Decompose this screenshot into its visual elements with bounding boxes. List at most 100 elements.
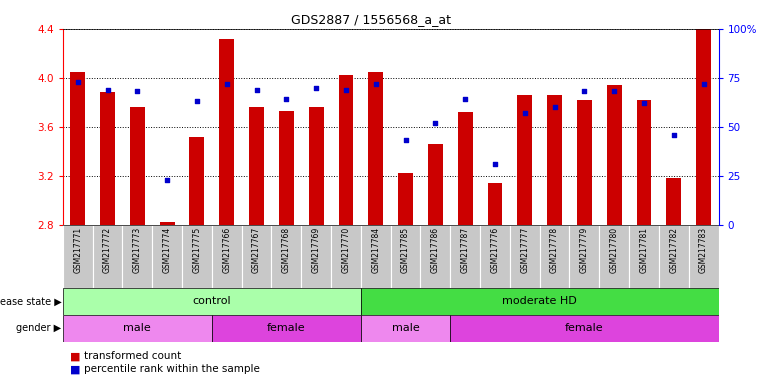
Bar	[577, 100, 592, 225]
Bar	[301, 225, 331, 288]
Point	[459, 96, 471, 103]
Bar	[63, 315, 212, 342]
Bar	[361, 315, 450, 342]
Text: gender ▶: gender ▶	[16, 323, 61, 333]
Point	[399, 137, 411, 144]
Text: male: male	[391, 323, 420, 333]
Text: GSM217767: GSM217767	[252, 227, 261, 273]
Bar	[607, 85, 622, 225]
Text: GSM217786: GSM217786	[430, 227, 440, 273]
Bar	[279, 111, 294, 225]
Point	[698, 81, 710, 87]
Bar	[63, 288, 361, 315]
Bar	[212, 225, 241, 288]
Bar	[130, 107, 145, 225]
Bar	[547, 95, 562, 225]
Text: GSM217777: GSM217777	[520, 227, 529, 273]
Text: GSM217778: GSM217778	[550, 227, 559, 273]
Text: disease state ▶: disease state ▶	[0, 296, 61, 306]
Bar	[361, 225, 391, 288]
Point	[280, 96, 293, 103]
Bar	[70, 72, 85, 225]
Bar	[271, 225, 301, 288]
Text: GSM217772: GSM217772	[103, 227, 112, 273]
Point	[310, 84, 322, 91]
Text: female: female	[565, 323, 604, 333]
Bar	[123, 225, 152, 288]
Point	[101, 86, 113, 93]
Bar	[368, 72, 383, 225]
Bar	[629, 225, 659, 288]
Text: GSM217784: GSM217784	[372, 227, 380, 273]
Text: GSM217768: GSM217768	[282, 227, 291, 273]
Bar	[659, 225, 689, 288]
Text: male: male	[123, 323, 151, 333]
Bar	[63, 225, 93, 288]
Point	[131, 88, 143, 94]
Bar	[480, 225, 510, 288]
Bar	[540, 225, 569, 288]
Text: GSM217782: GSM217782	[669, 227, 679, 273]
Text: GSM217770: GSM217770	[342, 227, 351, 273]
Point	[519, 110, 531, 116]
Bar	[219, 39, 234, 225]
Point	[429, 120, 441, 126]
Text: female: female	[267, 323, 306, 333]
Text: GSM217766: GSM217766	[222, 227, 231, 273]
Point	[489, 161, 501, 167]
Text: ■: ■	[70, 364, 81, 374]
Bar	[100, 93, 115, 225]
Text: GSM217771: GSM217771	[74, 227, 82, 273]
Bar	[666, 178, 681, 225]
Bar	[517, 95, 532, 225]
Text: GSM217781: GSM217781	[640, 227, 649, 273]
Text: percentile rank within the sample: percentile rank within the sample	[84, 364, 260, 374]
Text: GSM217775: GSM217775	[192, 227, 201, 273]
Point	[608, 88, 620, 94]
Point	[668, 131, 680, 137]
Bar	[421, 225, 450, 288]
Point	[548, 104, 561, 110]
Text: control: control	[192, 296, 231, 306]
Text: moderate HD: moderate HD	[502, 296, 577, 306]
Bar	[689, 225, 719, 288]
Text: GSM217779: GSM217779	[580, 227, 589, 273]
Point	[71, 79, 83, 85]
Point	[638, 100, 650, 106]
Bar	[599, 225, 629, 288]
Point	[221, 81, 233, 87]
Bar	[487, 183, 502, 225]
Bar	[189, 137, 205, 225]
Bar	[450, 225, 480, 288]
Bar	[339, 75, 353, 225]
Text: GSM217785: GSM217785	[401, 227, 410, 273]
Point	[191, 98, 203, 104]
Bar	[450, 315, 719, 342]
Bar	[249, 107, 264, 225]
Point	[250, 86, 263, 93]
Text: GSM217769: GSM217769	[312, 227, 321, 273]
Bar	[510, 225, 540, 288]
Text: GSM217787: GSM217787	[460, 227, 470, 273]
Point	[161, 177, 173, 183]
Text: GSM217774: GSM217774	[162, 227, 172, 273]
Bar	[391, 225, 421, 288]
Text: GSM217780: GSM217780	[610, 227, 619, 273]
Bar	[309, 107, 323, 225]
Bar	[152, 225, 182, 288]
Bar	[637, 100, 651, 225]
Text: GSM217773: GSM217773	[133, 227, 142, 273]
Text: GSM217783: GSM217783	[699, 227, 708, 273]
Text: transformed count: transformed count	[84, 351, 182, 361]
Bar	[241, 225, 271, 288]
Text: ■: ■	[70, 351, 81, 361]
Bar	[428, 144, 443, 225]
Text: GDS2887 / 1556568_a_at: GDS2887 / 1556568_a_at	[291, 13, 451, 26]
Point	[340, 86, 352, 93]
Bar	[331, 225, 361, 288]
Text: GSM217776: GSM217776	[490, 227, 499, 273]
Bar	[93, 225, 123, 288]
Point	[370, 81, 382, 87]
Bar	[212, 315, 361, 342]
Bar	[182, 225, 212, 288]
